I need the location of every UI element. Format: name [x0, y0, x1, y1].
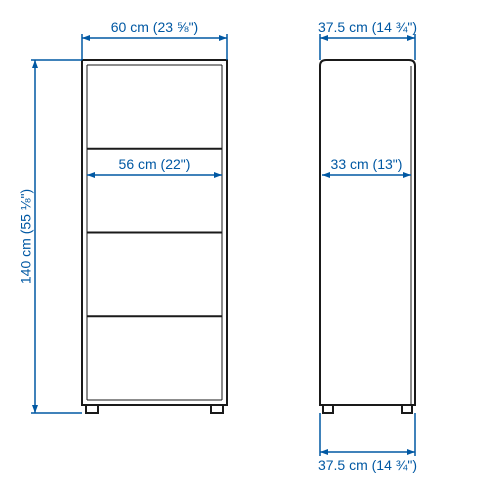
side-top-width-label: 37.5 cm (14 ¾")	[318, 19, 417, 35]
front-top-width-label: 60 cm (23 ⅝")	[111, 19, 198, 35]
side-bottom-width-label: 37.5 cm (14 ¾")	[318, 457, 417, 473]
front-height-label: 140 cm (55 ⅛")	[18, 189, 34, 284]
front-view	[82, 60, 227, 413]
front-inner-width-label: 56 cm (22")	[119, 156, 191, 172]
side-inner-depth-label: 33 cm (13")	[331, 156, 403, 172]
side-view	[320, 60, 415, 413]
